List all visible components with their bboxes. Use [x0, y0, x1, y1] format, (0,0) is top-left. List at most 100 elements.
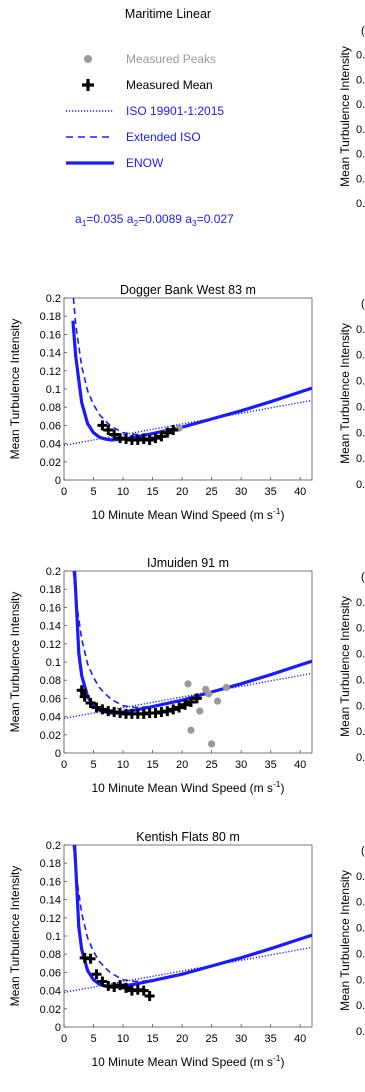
measured-mean-point	[103, 424, 114, 435]
y-tick-label: 0.12	[40, 366, 61, 378]
measured-peak-point	[184, 680, 192, 688]
measured-peak-point	[205, 690, 213, 698]
clipped-tick: 0.	[356, 149, 365, 161]
y-tick-label: 0.04	[40, 712, 61, 724]
clipped-panel-ylabel: Mean Turbulence Intensity	[338, 596, 352, 737]
x-tick-label: 10	[117, 1033, 129, 1045]
x-axis-label-close: )	[280, 781, 284, 795]
clipped-tick: 0.	[356, 173, 365, 185]
clipped-tick: 0.	[356, 623, 365, 635]
legend-entry-label: ISO 19901-1:2015	[126, 104, 224, 118]
x-axis-label-sup: -1	[273, 1053, 281, 1063]
x-tick-label: 35	[265, 1033, 277, 1045]
y-tick-label: 0.16	[40, 876, 61, 888]
measured-mean-point	[144, 991, 155, 1002]
y-tick-label: 0.2	[46, 840, 61, 852]
x-tick-label: 15	[146, 1033, 158, 1045]
clipped-tick: 0.	[356, 948, 365, 960]
measured-mean-point	[174, 702, 185, 713]
x-tick-label: 20	[176, 486, 188, 498]
clipped-tick: 0.	[356, 74, 365, 86]
legend-panel: Maritime Linear Measured Peaks Measured M…	[66, 7, 234, 228]
y-tick-label: 0.1	[46, 657, 61, 669]
x-tick-label: 40	[294, 759, 306, 771]
y-tick-label: 0.16	[40, 602, 61, 614]
x-tick-label: 0	[61, 486, 67, 498]
coefficient-line: a1=0.035 a2=0.0089 a3=0.027	[75, 212, 234, 228]
measured-mean-point	[150, 433, 161, 444]
y-tick-label: 0.2	[46, 566, 61, 578]
x-tick-label: 15	[146, 759, 158, 771]
clipped-tick: 0.	[356, 871, 365, 883]
clipped-tick: 0.	[356, 124, 365, 136]
chart-panel: Dogger Bank West 83 m 0 0.02 0.04 0.06 0.08 0.…	[8, 283, 313, 522]
measured-mean-point	[168, 704, 179, 715]
y-tick-label: 0.06	[40, 967, 61, 979]
clipped-tick: 0.	[356, 1026, 365, 1038]
clipped-tick: (	[361, 298, 365, 310]
clipped-tick: 0.	[356, 726, 365, 738]
y-tick-label: 0.16	[40, 329, 61, 341]
clipped-tick: 0.	[356, 1000, 365, 1012]
x-tick-label: 30	[235, 486, 247, 498]
legend-entry: Measured Mean	[82, 78, 213, 92]
measured-mean-point	[76, 685, 87, 696]
clipped-tick: 0.	[356, 923, 365, 935]
measured-mean-point	[85, 953, 96, 964]
clipped-tick: 0.	[356, 597, 365, 609]
x-axis-label-close: )	[280, 508, 284, 522]
measured-mean-point	[79, 691, 90, 702]
x-tick-label: 30	[235, 759, 247, 771]
y-tick-label: 0.08	[40, 675, 61, 687]
coef-a3-sub: 3	[192, 218, 197, 228]
y-tick-label: 0.08	[40, 402, 61, 414]
x-tick-label: 30	[235, 1033, 247, 1045]
dashed-series-line	[72, 571, 312, 709]
y-tick-label: 0.04	[40, 439, 61, 451]
coef-a3-value: =0.027	[197, 212, 234, 226]
x-axis-label-sup: -1	[273, 506, 281, 516]
measured-peak-point	[196, 707, 204, 715]
legend-entry-label: ENOW	[126, 156, 164, 170]
legend-entry-label: Extended ISO	[126, 130, 201, 144]
clipped-tick: (	[361, 845, 365, 857]
clipped-tick: 0.	[356, 649, 365, 661]
clipped-tick: 0.	[356, 752, 365, 764]
measured-mean-point	[162, 427, 173, 438]
clipped-tick: (	[361, 571, 365, 583]
legend-entry-label: Measured Mean	[126, 78, 213, 92]
x-tick-label: 0	[61, 759, 67, 771]
y-tick-label: 0.14	[40, 621, 61, 633]
legend-entry: ENOW	[66, 156, 164, 170]
measured-mean-point	[85, 697, 96, 708]
series-group	[64, 298, 312, 447]
measured-mean-point	[97, 704, 108, 715]
clipped-panel: Mean Turbulence Intensity (0. 0. 0. 0. 0. 0. 0.	[338, 571, 365, 764]
clipped-tick: 0.	[356, 376, 365, 388]
charts: Dogger Bank West 83 m 0 0.02 0.04 0.06 0.08 0.…	[8, 283, 313, 1069]
clipped-tick: 0.	[356, 427, 365, 439]
clipped-panel-ylabel: Mean Turbulence Intensity	[338, 870, 352, 1011]
x-tick-label: 0	[61, 1033, 67, 1045]
x-axis-label-sup: -1	[273, 779, 281, 789]
clipped-panel: Mean Turbulence Intensity (0. 0. 0. 0. 0. 0. 0.	[338, 25, 365, 210]
measured-mean-point	[138, 985, 149, 996]
measured-mean-point	[180, 699, 191, 710]
measured-mean-point	[121, 982, 131, 993]
coef-a2-name: a	[127, 212, 134, 226]
y-tick-label: 0.18	[40, 858, 61, 870]
measured-mean-point	[91, 702, 102, 713]
legend-panel-title: Maritime Linear	[125, 7, 211, 21]
y-tick-label: 0.02	[40, 730, 61, 742]
chart-panel: Kentish Flats 80 m 0 0.02 0.04 0.06 0.08 0.1 0.…	[8, 830, 313, 1069]
y-tick-label: 0.18	[40, 311, 61, 323]
x-tick-label: 35	[265, 759, 277, 771]
clipped-tick: 0.	[356, 350, 365, 362]
x-axis-label-close: )	[280, 1055, 284, 1069]
y-tick-label: 0.08	[40, 949, 61, 961]
measured-mean-point	[91, 969, 102, 980]
plot-area	[63, 570, 313, 754]
y-tick-label: 0	[55, 748, 61, 760]
series-group	[64, 571, 312, 748]
x-tick-label: 25	[205, 486, 217, 498]
